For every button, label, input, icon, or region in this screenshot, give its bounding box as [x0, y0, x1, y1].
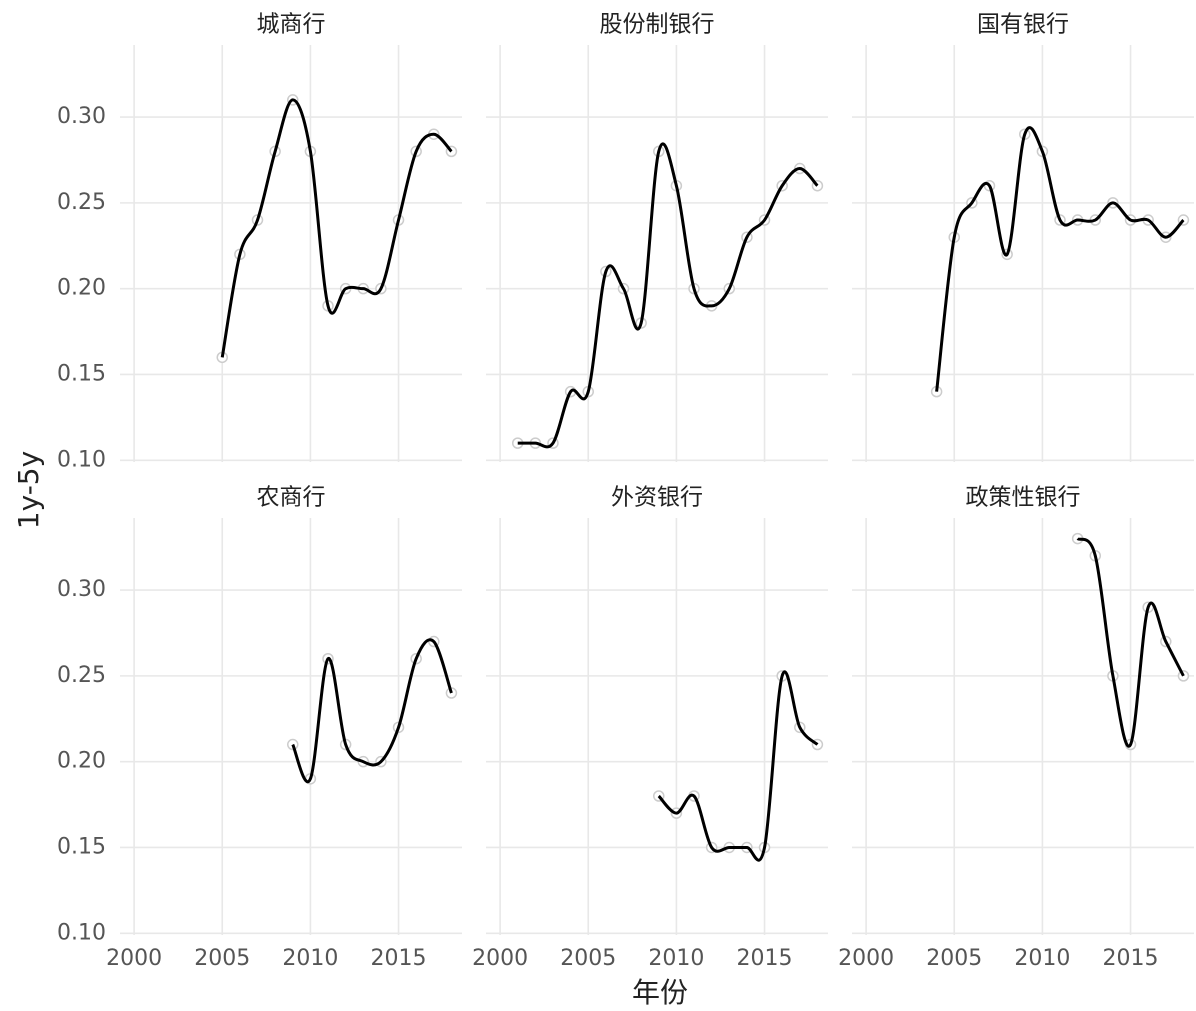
x-tick-label: 2010: [1014, 946, 1070, 971]
line: [517, 142, 819, 449]
x-tick-label: 2005: [926, 946, 982, 971]
y-tick-label: 0.25: [57, 663, 106, 688]
x-tick-label: 2015: [371, 946, 427, 971]
x-tick-label: 2010: [648, 946, 704, 971]
y-tick-label: 0.25: [57, 190, 106, 215]
facet-title: 股份制银行: [600, 12, 715, 38]
x-tick-label: 2010: [282, 946, 338, 971]
y-tick-label: 0.10: [57, 447, 106, 472]
facet-title: 农商行: [257, 485, 326, 511]
line: [291, 638, 453, 784]
line: [1076, 537, 1185, 748]
facet-title: 外资银行: [611, 485, 703, 511]
y-tick-label: 0.10: [57, 920, 106, 945]
y-tick-label: 0.30: [57, 104, 106, 129]
y-tick-label: 0.15: [57, 361, 106, 386]
line: [220, 98, 453, 358]
x-tick-label: 2000: [838, 946, 894, 971]
facet-title: 政策性银行: [966, 485, 1081, 511]
facet-title: 城商行: [257, 12, 326, 38]
y-tick-label: 0.15: [57, 834, 106, 859]
y-tick-label: 0.20: [57, 749, 106, 774]
x-tick-label: 2005: [560, 946, 616, 971]
x-tick-label: 2005: [194, 946, 250, 971]
y-tick-label: 0.20: [57, 276, 106, 301]
line: [935, 126, 1185, 392]
y-tick-label: 0.30: [57, 577, 106, 602]
y-axis-title: 1y-5y: [12, 451, 45, 529]
x-tick-label: 2000: [472, 946, 528, 971]
x-tick-label: 2015: [737, 946, 793, 971]
facet-title: 国有银行: [977, 12, 1069, 38]
x-tick-label: 2015: [1103, 946, 1159, 971]
x-axis-title: 年份: [632, 976, 688, 1009]
x-tick-label: 2000: [106, 946, 162, 971]
line: [657, 670, 819, 862]
